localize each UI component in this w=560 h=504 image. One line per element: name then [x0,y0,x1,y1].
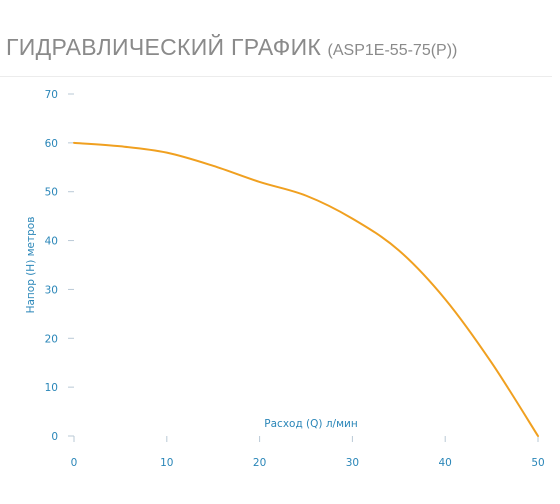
header-divider [0,76,552,77]
x-tick-label: 50 [531,457,544,469]
y-axis: 0 10 20 30 40 50 60 70 [45,89,74,443]
chart-header: ГИДРАВЛИЧЕСКИЙ ГРАФИК (ASP1E-55-75(P)) [6,34,554,61]
series-layer [73,141,539,437]
y-axis-title: Напор (H) метров [25,217,37,314]
y-tick-label: 10 [45,382,58,394]
x-tick-label: 20 [253,457,266,469]
y-tick-label: 40 [45,236,58,248]
chart-title: ГИДРАВЛИЧЕСКИЙ ГРАФИК [6,34,322,60]
x-tick-label: 40 [439,457,452,469]
y-tick-label: 70 [45,89,58,101]
y-tick-label: 20 [45,333,58,345]
pump-curve-line [73,141,539,437]
y-tick-label: 0 [51,431,58,443]
x-tick-label: 10 [160,457,173,469]
x-axis: 0 10 20 30 40 50 [71,436,545,469]
pump-model-label: (ASP1E-55-75(P)) [327,42,458,59]
y-tick-label: 60 [45,138,58,150]
x-axis-title: Расход (Q) л/мин [264,418,357,430]
y-tick-label: 30 [45,284,58,296]
x-tick-label: 30 [346,457,359,469]
y-tick-label: 50 [45,187,58,199]
x-tick-label: 0 [71,457,78,469]
